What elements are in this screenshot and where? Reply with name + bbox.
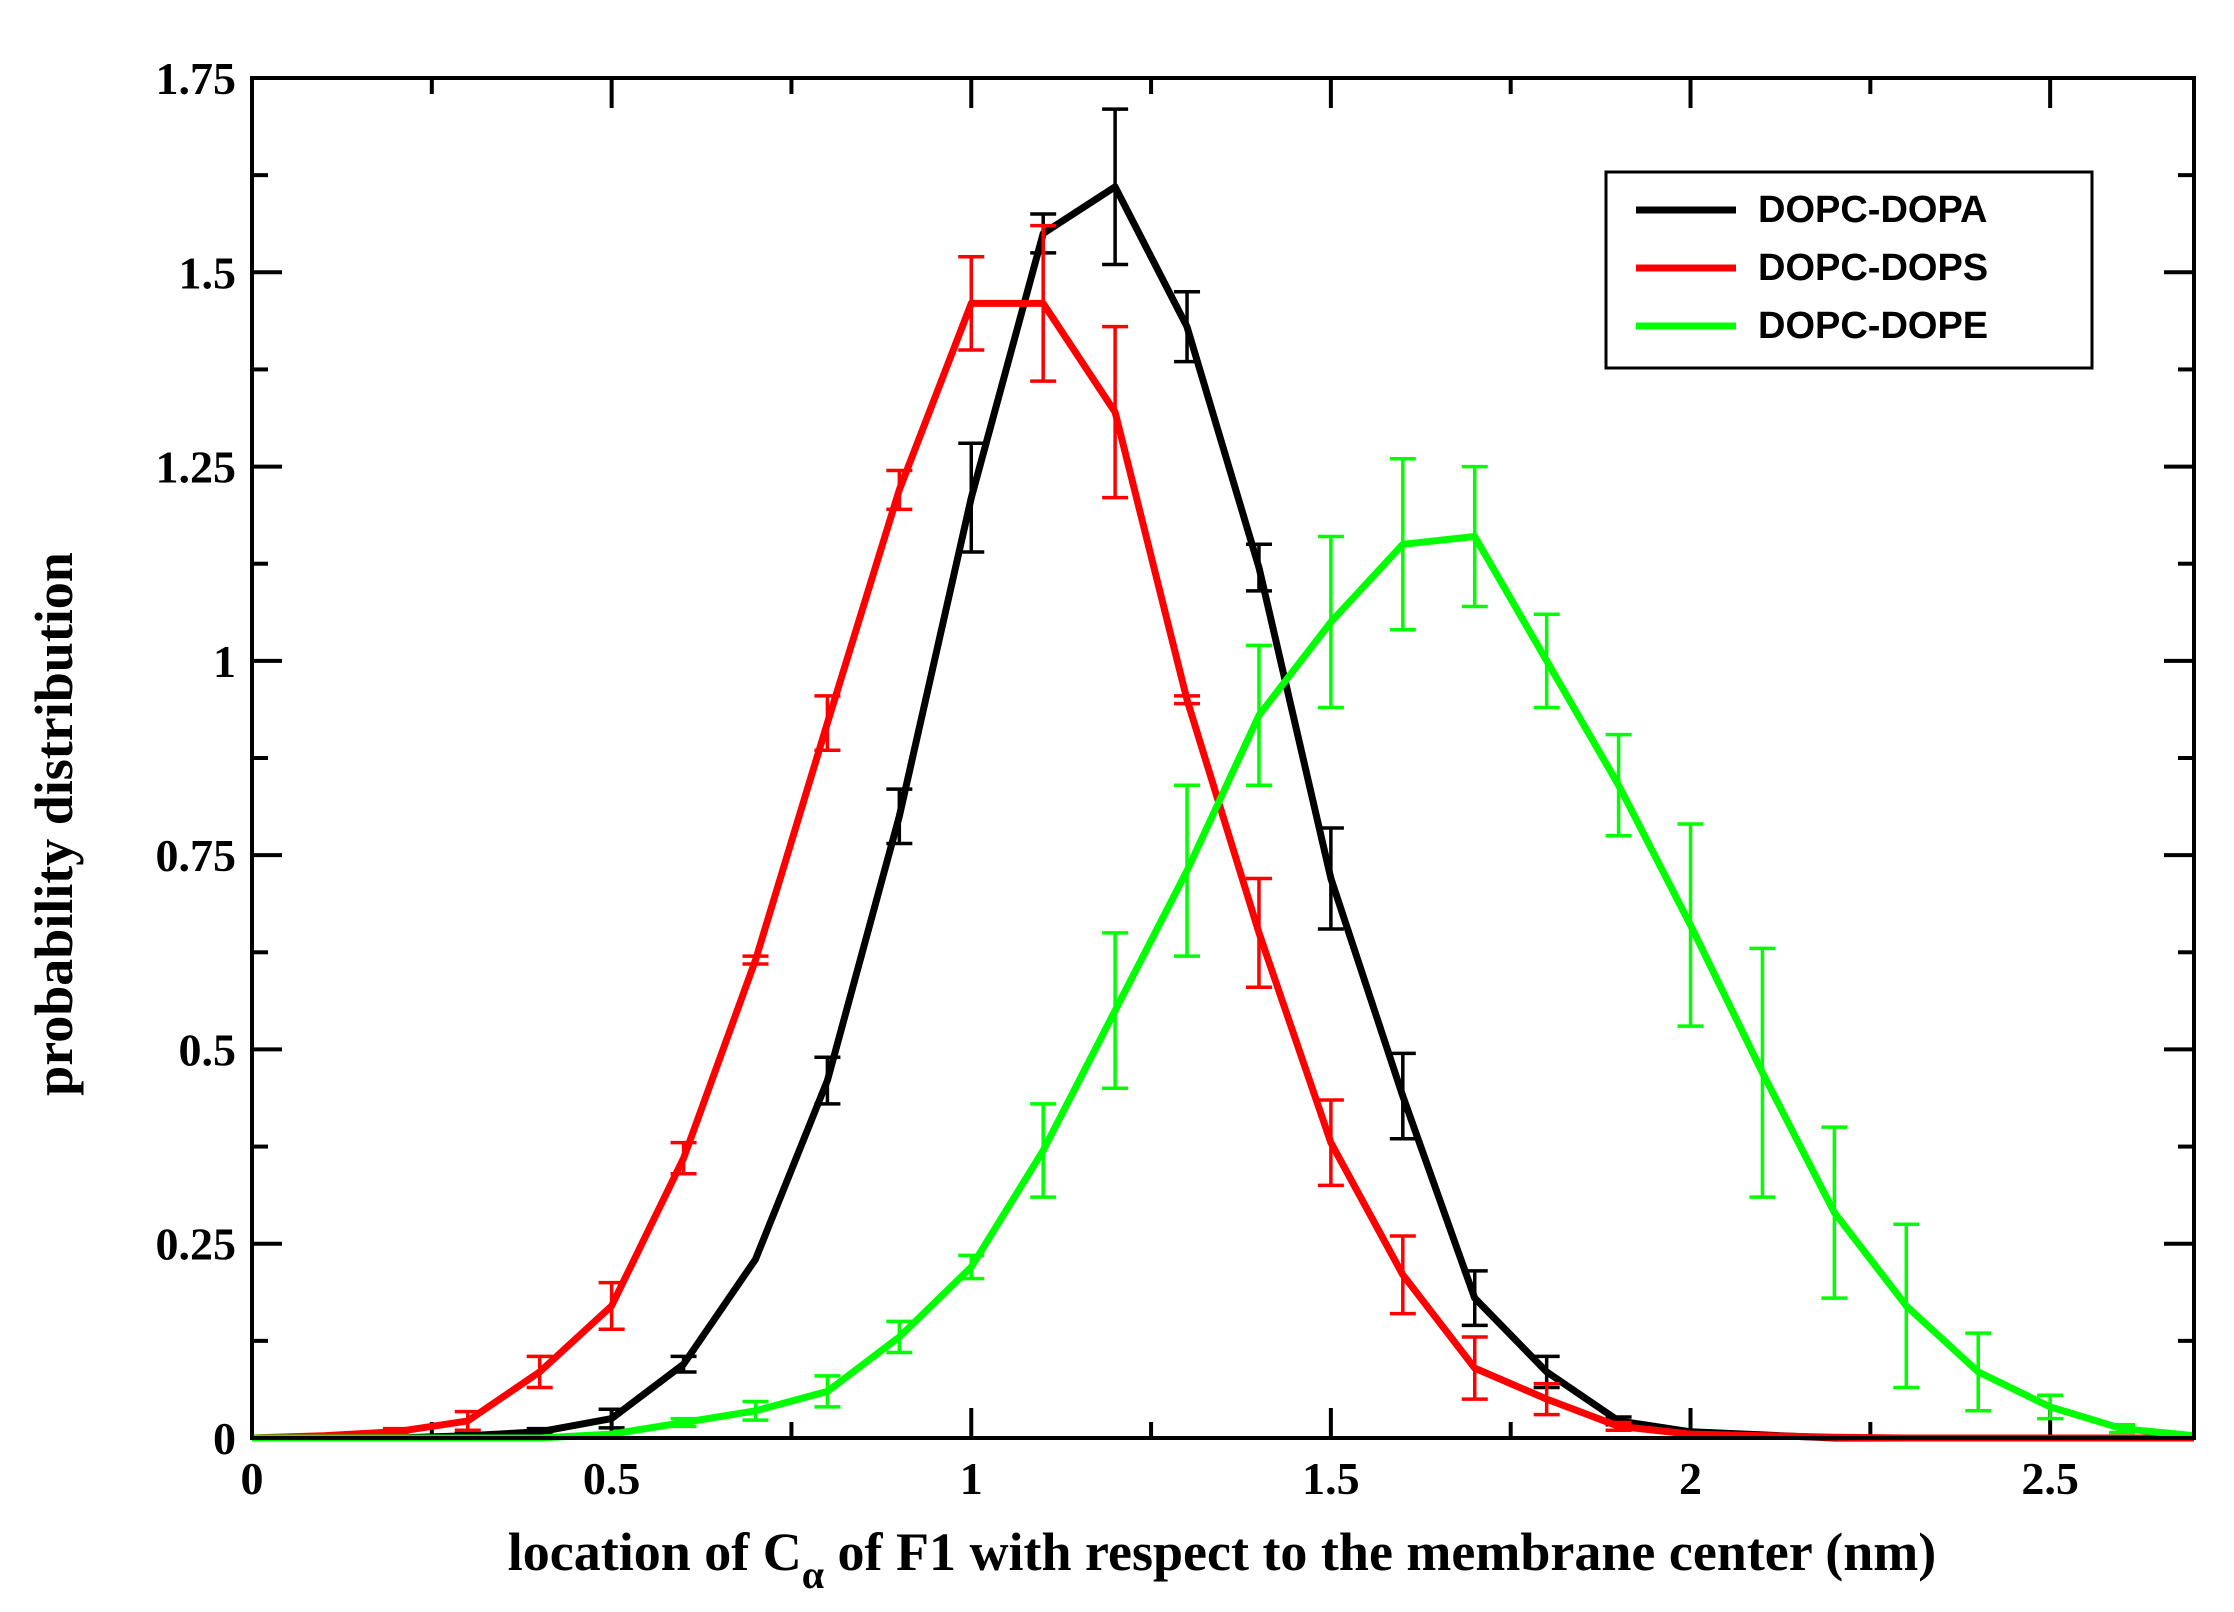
x-tick-label: 2.5 — [2021, 1453, 2079, 1504]
x-tick-label: 1 — [960, 1453, 983, 1504]
x-axis-title-subscript: α — [802, 1552, 824, 1597]
x-axis-title: location of Cα of F1 with respect to the… — [508, 1522, 1937, 1597]
y-axis-title: probability distribution — [24, 552, 84, 1096]
legend: DOPC-DOPA DOPC-DOPS DOPC-DOPE — [1604, 170, 2094, 370]
y-tick-label: 1.5 — [179, 247, 237, 298]
y-tick-label: 1 — [213, 636, 236, 687]
x-tick-label: 0.5 — [583, 1453, 641, 1504]
series-line — [252, 533, 2195, 1442]
y-tick-label: 1.75 — [156, 53, 237, 104]
series-dopc-dops — [251, 223, 2194, 1442]
x-tick-label: 2 — [1679, 1453, 1702, 1504]
x-tick-label: 1.5 — [1302, 1453, 1360, 1504]
x-axis-title-rest: of F1 with respect to the membrane cente… — [824, 1522, 1936, 1582]
y-tick-label: 0.25 — [156, 1219, 237, 1270]
x-axis-title-main: location of C — [508, 1522, 802, 1582]
series-dopc-dope — [252, 457, 2195, 1442]
y-tick-label: 0 — [213, 1413, 236, 1464]
plot-frame — [250, 76, 2196, 1440]
series-line — [251, 299, 2194, 1442]
tick-labels: 0 0.5 1 1.5 2 2.5 0 0.25 0.5 0.75 1 1.25 1.5 1.75 — [156, 53, 2079, 1504]
legend-label: DOPC-DOPE — [1758, 305, 1988, 347]
y-tick-label: 0.75 — [156, 830, 237, 881]
y-tick-label: 1.25 — [156, 442, 237, 493]
x-tick-label: 0 — [241, 1453, 264, 1504]
y-tick-label: 0.5 — [179, 1024, 237, 1075]
legend-label: DOPC-DOPA — [1758, 189, 1987, 231]
legend-label: DOPC-DOPS — [1758, 247, 1988, 289]
